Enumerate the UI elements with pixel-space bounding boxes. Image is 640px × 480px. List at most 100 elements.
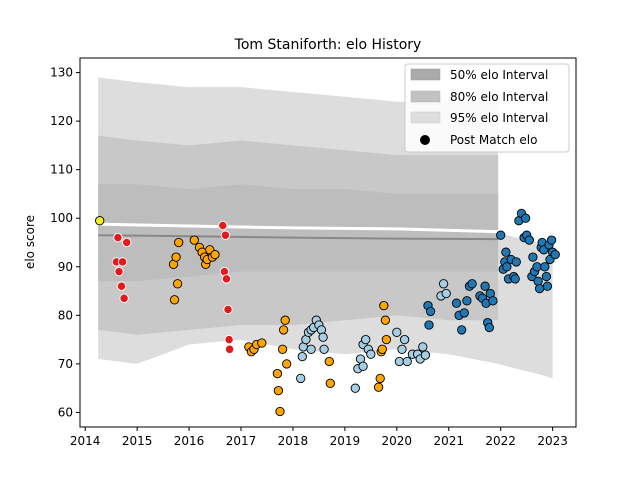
data-point (462, 296, 472, 306)
data-point (520, 213, 531, 223)
data-point (459, 308, 469, 318)
data-point (257, 338, 267, 348)
data-point (172, 279, 183, 289)
data-point (319, 344, 329, 354)
data-point (457, 325, 467, 335)
data-point (524, 235, 534, 245)
data-point (273, 385, 284, 396)
data-point (510, 274, 520, 284)
interval-bands (98, 77, 553, 379)
chart-title: Tom Staniforth: elo History (234, 37, 422, 53)
data-point (174, 237, 184, 248)
data-point (484, 322, 494, 333)
data-point (380, 315, 391, 325)
data-point (546, 235, 557, 245)
data-point (325, 378, 335, 388)
legend-marker-post-match (420, 135, 430, 145)
data-point (373, 382, 384, 392)
data-point (361, 334, 371, 345)
data-point (451, 298, 462, 308)
data-point (377, 344, 387, 354)
data-point (278, 325, 289, 335)
band-50 (98, 184, 499, 282)
data-point (116, 281, 127, 291)
data-point (324, 356, 334, 367)
data-point (397, 344, 407, 354)
data-point (277, 344, 288, 354)
data-point (366, 349, 376, 359)
data-point (122, 237, 132, 248)
y-tick-label: 70 (58, 357, 73, 371)
y-axis-label: elo score (23, 215, 37, 269)
legend-label-95: 95% elo Interval (450, 111, 548, 125)
data-point (488, 296, 498, 306)
data-point (550, 249, 560, 260)
data-point (502, 262, 512, 272)
legend-label-80: 80% elo Interval (450, 90, 548, 104)
data-point (280, 315, 290, 325)
data-point (358, 361, 368, 371)
data-point (379, 300, 389, 311)
legend: 50% elo Interval 80% elo Interval 95% el… (404, 63, 570, 153)
data-point (540, 262, 550, 272)
data-point (392, 327, 402, 337)
data-point (350, 383, 360, 393)
data-point (114, 266, 124, 277)
x-tick-label: 2020 (382, 434, 413, 448)
data-point (534, 283, 545, 294)
data-point (282, 359, 292, 369)
x-tick-label: 2023 (537, 434, 568, 448)
data-point (220, 230, 231, 240)
median-line (98, 234, 499, 241)
legend-label-50: 50% elo Interval (450, 68, 548, 82)
data-point (221, 274, 232, 284)
data-point (296, 373, 306, 384)
legend-swatch-95 (410, 111, 441, 124)
data-point (467, 279, 477, 289)
x-axis: 2014 2015 2016 2017 2018 2019 2020 2021 2022 2023 (70, 427, 568, 448)
data-point (306, 344, 316, 354)
x-tick-label: 2018 (278, 434, 309, 448)
data-point (399, 334, 410, 345)
data-point (532, 262, 542, 272)
data-point (496, 230, 506, 240)
data-point (528, 252, 538, 262)
data-point (189, 235, 199, 245)
x-tick-label: 2019 (330, 434, 361, 448)
x-tick-label: 2014 (70, 434, 101, 448)
y-tick-label: 90 (58, 260, 73, 274)
data-point (541, 271, 552, 282)
x-tick-label: 2021 (433, 434, 464, 448)
data-point (223, 304, 233, 315)
data-point (297, 351, 307, 362)
x-tick-label: 2015 (122, 434, 153, 448)
mean-line (98, 222, 553, 237)
data-point (501, 247, 511, 257)
data-point (438, 279, 449, 289)
y-tick-label: 100 (50, 211, 73, 225)
data-point (171, 252, 181, 262)
data-point (318, 332, 328, 342)
data-point (224, 344, 235, 354)
y-tick-label: 80 (58, 308, 73, 322)
data-point (420, 350, 431, 360)
data-point (424, 320, 434, 330)
data-point (542, 281, 553, 291)
data-point (511, 257, 521, 267)
x-tick-label: 2016 (174, 434, 205, 448)
data-point (117, 257, 128, 267)
y-tick-label: 110 (50, 163, 73, 177)
data-point (275, 406, 285, 417)
y-tick-label: 60 (58, 405, 73, 419)
legend-swatch-50 (410, 68, 441, 81)
data-point (218, 220, 228, 231)
y-axis: 60 70 80 90 100 110 120 130 (50, 66, 80, 419)
data-point (480, 281, 490, 291)
data-point (210, 249, 220, 260)
data-point (119, 293, 129, 303)
plot-frame (79, 57, 577, 428)
x-tick-label: 2022 (485, 434, 516, 448)
data-point (272, 368, 283, 379)
legend-swatch-80 (410, 90, 441, 103)
data-point (224, 334, 234, 345)
